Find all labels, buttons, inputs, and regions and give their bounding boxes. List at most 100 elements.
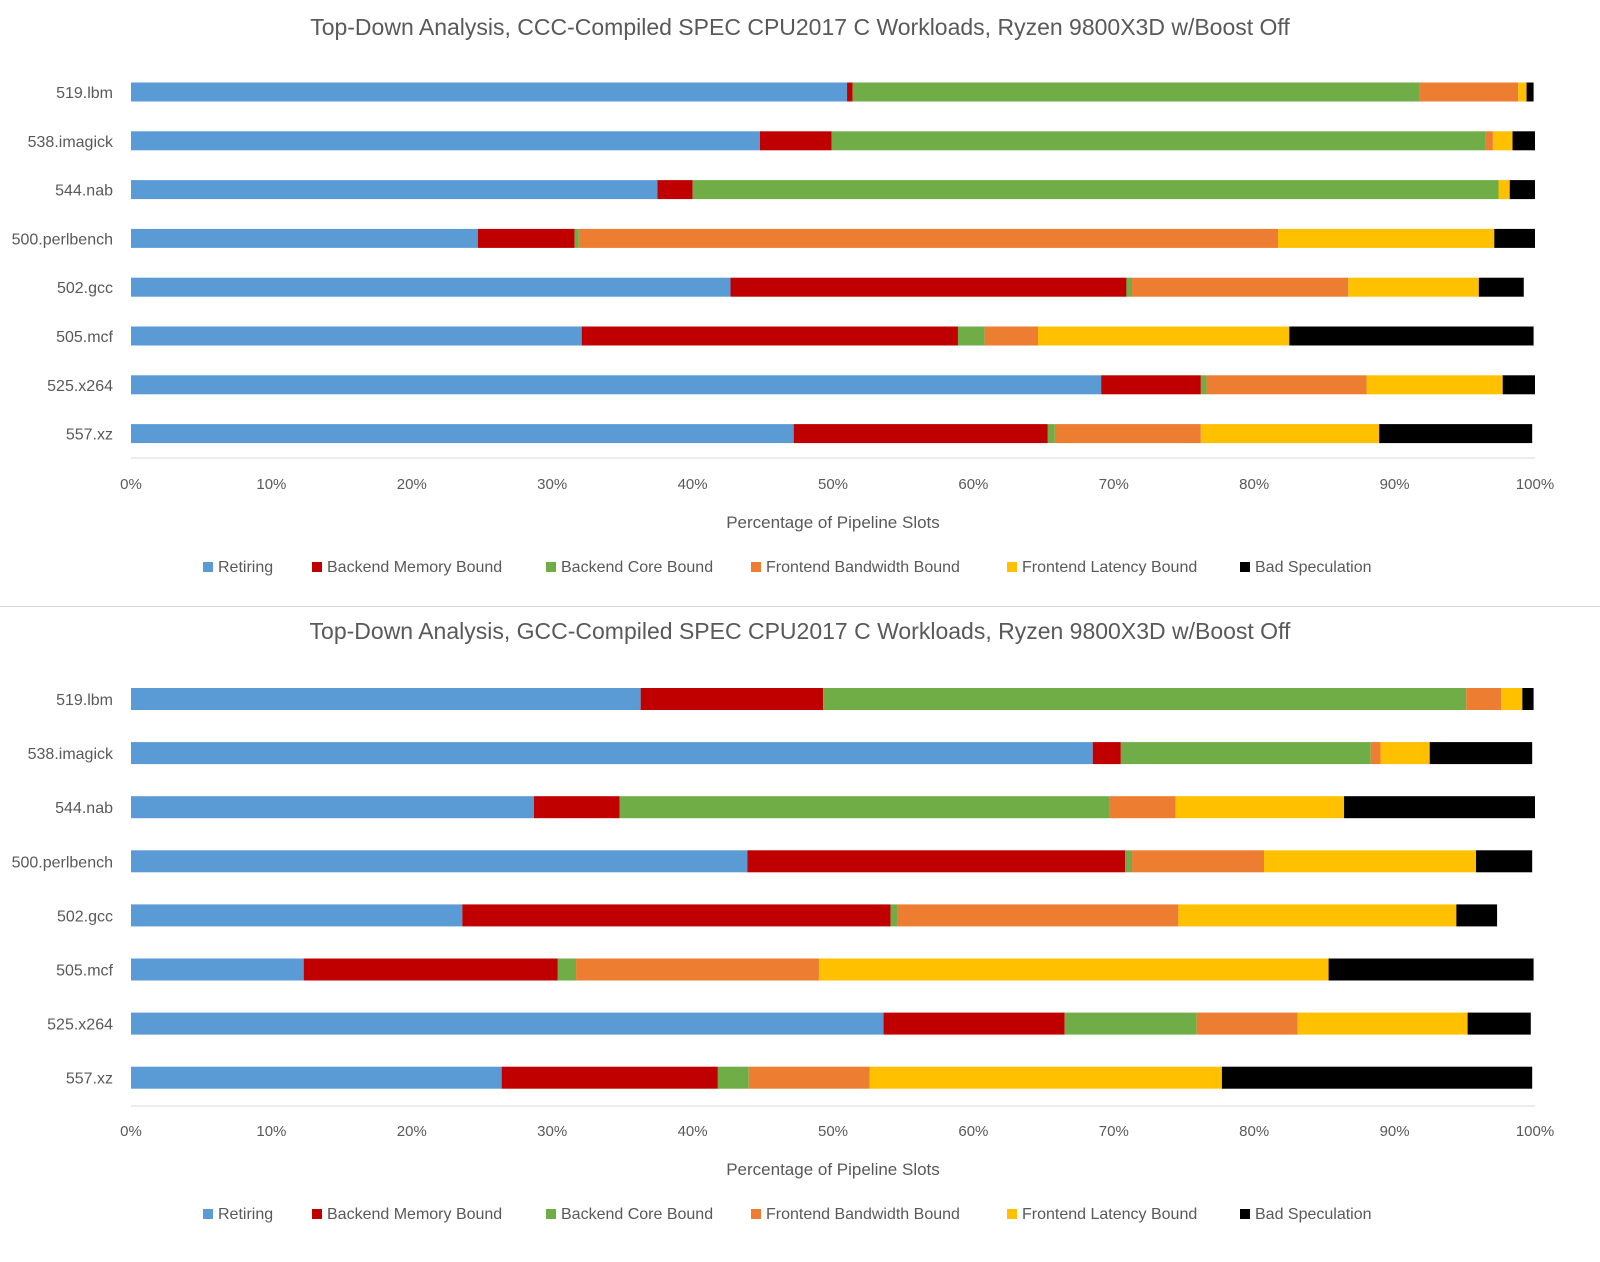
legend-swatch-retiring [203, 1209, 213, 1219]
bar-505-mcf-backend-core-bound [557, 958, 577, 981]
legend-swatch-backend-core-bound [546, 562, 556, 572]
bar-544-nab-frontend-latency-bound [1498, 180, 1510, 200]
bar-544-nab-bad-speculation [1509, 180, 1535, 200]
bar-557-xz-frontend-latency-bound [869, 1066, 1222, 1089]
x-axis-label: Percentage of Pipeline Slots [726, 1160, 940, 1179]
bar-538-imagick-frontend-bandwidth-bound [1370, 742, 1381, 765]
legend-label-frontend-bandwidth-bound: Frontend Bandwidth Bound [766, 1206, 960, 1223]
x-tick-label: 90% [1380, 476, 1410, 493]
x-tick-label: 0% [120, 476, 142, 493]
bar-502-gcc-frontend-bandwidth-bound [897, 904, 1179, 927]
x-tick-label: 30% [537, 1123, 567, 1140]
bar-502-gcc-bad-speculation [1456, 904, 1498, 927]
bar-500-perlbench-backend-memory-bound [477, 228, 575, 248]
bar-557-xz-retiring [131, 424, 794, 444]
bar-502-gcc-backend-memory-bound [730, 277, 1127, 297]
bar-500-perlbench-frontend-bandwidth-bound [578, 228, 1279, 248]
x-tick-label: 40% [678, 1123, 708, 1140]
bar-505-mcf-retiring [131, 326, 582, 346]
bar-544-nab-frontend-bandwidth-bound [1109, 796, 1176, 819]
bar-538-imagick-frontend-latency-bound [1492, 131, 1513, 151]
legend-swatch-frontend-bandwidth-bound [751, 562, 761, 572]
x-tick-label: 100% [1516, 476, 1554, 493]
x-tick-label: 60% [958, 476, 988, 493]
x-tick-label: 0% [120, 1123, 142, 1140]
bar-502-gcc-backend-memory-bound [462, 904, 891, 927]
bar-502-gcc-frontend-latency-bound [1348, 277, 1479, 297]
gcc-topdown-chart: Top-Down Analysis, GCC-Compiled SPEC CPU… [12, 620, 1555, 1223]
bar-538-imagick-backend-memory-bound [1092, 742, 1121, 765]
bar-500-perlbench-bad-speculation [1476, 850, 1533, 873]
x-tick-label: 20% [397, 476, 427, 493]
legend-label-frontend-latency-bound: Frontend Latency Bound [1022, 559, 1197, 576]
bar-505-mcf-frontend-bandwidth-bound [576, 958, 819, 981]
bar-502-gcc-backend-core-bound [890, 904, 898, 927]
x-tick-label: 40% [678, 476, 708, 493]
bar-505-mcf-bad-speculation [1328, 958, 1534, 981]
bar-505-mcf-backend-memory-bound [581, 326, 958, 346]
legend-label-bad-speculation: Bad Speculation [1255, 559, 1372, 576]
x-tick-label: 20% [397, 1123, 427, 1140]
bar-500-perlbench-retiring [131, 850, 748, 873]
bar-538-imagick-frontend-bandwidth-bound [1485, 131, 1493, 151]
bar-538-imagick-retiring [131, 742, 1093, 765]
x-tick-label: 100% [1516, 1123, 1554, 1140]
bar-502-gcc-frontend-latency-bound [1178, 904, 1457, 927]
bar-544-nab-backend-memory-bound [657, 180, 693, 200]
bar-505-mcf-bad-speculation [1289, 326, 1534, 346]
bar-519-lbm-retiring [131, 82, 848, 102]
category-label-525-x264: 525.x264 [47, 1017, 113, 1034]
bar-557-xz-frontend-bandwidth-bound [1054, 424, 1201, 444]
bar-519-lbm-bad-speculation [1522, 688, 1534, 710]
bar-505-mcf-backend-core-bound [957, 326, 985, 346]
bar-538-imagick-retiring [131, 131, 760, 151]
bar-544-nab-retiring [131, 796, 534, 819]
category-label-544-nab: 544.nab [55, 800, 113, 817]
x-tick-label: 50% [818, 476, 848, 493]
bar-557-xz-bad-speculation [1379, 424, 1533, 444]
legend-label-backend-memory-bound: Backend Memory Bound [327, 559, 502, 576]
x-tick-label: 80% [1239, 1123, 1269, 1140]
category-label-500-perlbench: 500.perlbench [12, 854, 113, 871]
bar-519-lbm-frontend-latency-bound [1501, 688, 1523, 710]
bar-500-perlbench-frontend-latency-bound [1264, 850, 1477, 873]
bar-538-imagick-frontend-latency-bound [1380, 742, 1430, 765]
bar-500-perlbench-bad-speculation [1494, 228, 1535, 248]
bar-557-xz-frontend-bandwidth-bound [748, 1066, 870, 1089]
bar-505-mcf-frontend-bandwidth-bound [984, 326, 1038, 346]
x-tick-label: 70% [1099, 1123, 1129, 1140]
chart-title: Top-Down Analysis, CCC-Compiled SPEC CPU… [310, 14, 1290, 40]
gcc-chart-panel: Top-Down Analysis, GCC-Compiled SPEC CPU… [0, 620, 1600, 1262]
bar-502-gcc-bad-speculation [1478, 277, 1524, 297]
x-tick-label: 50% [818, 1123, 848, 1140]
bar-505-mcf-backend-memory-bound [303, 958, 558, 981]
category-label-525-x264: 525.x264 [47, 378, 113, 395]
bar-557-xz-bad-speculation [1221, 1066, 1533, 1089]
chart-title: Top-Down Analysis, GCC-Compiled SPEC CPU… [310, 620, 1292, 644]
bar-500-perlbench-backend-core-bound [1125, 850, 1133, 873]
x-tick-label: 90% [1380, 1123, 1410, 1140]
bar-525-x264-backend-core-bound [1200, 375, 1207, 395]
bar-519-lbm-retiring [131, 688, 641, 710]
category-label-519-lbm: 519.lbm [56, 692, 113, 709]
bar-544-nab-backend-core-bound [619, 796, 1110, 819]
legend-label-retiring: Retiring [218, 1206, 273, 1223]
bar-502-gcc-retiring [131, 904, 463, 927]
category-label-502-gcc: 502.gcc [57, 280, 113, 297]
legend-label-backend-core-bound: Backend Core Bound [561, 559, 713, 576]
category-label-538-imagick: 538.imagick [28, 746, 114, 763]
bar-525-x264-retiring [131, 1012, 884, 1035]
bar-519-lbm-backend-memory-bound [847, 82, 853, 102]
x-tick-label: 10% [256, 476, 286, 493]
bar-500-perlbench-backend-memory-bound [747, 850, 1126, 873]
bar-525-x264-backend-memory-bound [1101, 375, 1201, 395]
bar-519-lbm-frontend-latency-bound [1518, 82, 1527, 102]
bar-538-imagick-bad-speculation [1512, 131, 1535, 151]
bar-519-lbm-frontend-bandwidth-bound [1466, 688, 1502, 710]
ccc-topdown-chart: Top-Down Analysis, CCC-Compiled SPEC CPU… [12, 14, 1555, 576]
bar-502-gcc-frontend-bandwidth-bound [1132, 277, 1349, 297]
bar-557-xz-backend-memory-bound [793, 424, 1048, 444]
legend-swatch-bad-speculation [1240, 562, 1250, 572]
legend-label-backend-memory-bound: Backend Memory Bound [327, 1206, 502, 1223]
